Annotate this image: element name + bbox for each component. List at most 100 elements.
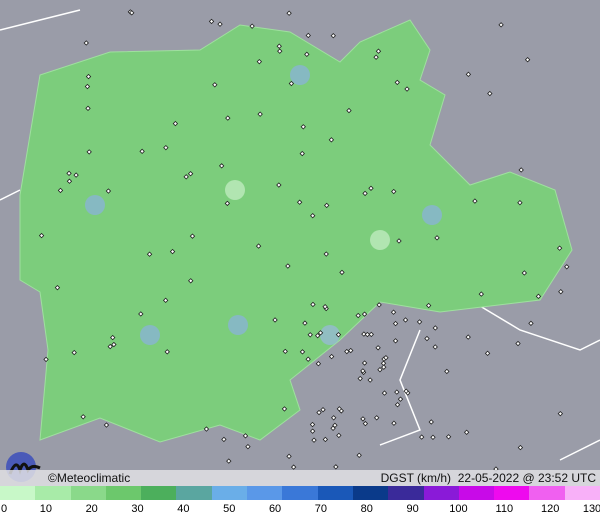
station-marker[interactable] [276, 182, 282, 188]
station-marker[interactable] [484, 350, 491, 357]
station-marker[interactable] [330, 415, 337, 421]
station-marker[interactable] [463, 429, 470, 435]
station-marker[interactable] [535, 293, 542, 300]
station-marker[interactable] [335, 331, 342, 338]
station-marker[interactable] [309, 421, 316, 428]
station-marker[interactable] [225, 115, 231, 121]
station-marker[interactable] [418, 434, 425, 440]
station-marker[interactable] [111, 341, 117, 348]
station-marker[interactable] [328, 137, 335, 143]
station-marker[interactable] [84, 83, 91, 90]
station-marker[interactable] [163, 144, 169, 151]
station-marker[interactable] [224, 200, 231, 207]
station-marker[interactable] [310, 213, 316, 219]
station-marker[interactable] [277, 48, 283, 54]
station-marker[interactable] [428, 419, 434, 425]
station-marker[interactable] [71, 349, 77, 356]
station-marker[interactable] [373, 54, 379, 60]
station-marker[interactable] [361, 311, 368, 317]
station-marker[interactable] [444, 368, 450, 375]
station-marker[interactable] [203, 426, 210, 432]
station-marker[interactable] [138, 311, 144, 317]
station-marker[interactable] [517, 200, 523, 206]
station-marker[interactable] [432, 344, 438, 350]
station-marker[interactable] [73, 172, 79, 178]
station-marker[interactable] [322, 304, 328, 310]
station-marker[interactable] [381, 364, 387, 370]
station-marker[interactable] [524, 57, 531, 63]
station-marker[interactable] [564, 264, 570, 270]
station-marker[interactable] [189, 233, 196, 239]
station-marker[interactable] [521, 270, 528, 276]
station-marker[interactable] [38, 232, 45, 239]
station-marker[interactable] [361, 331, 367, 337]
station-marker[interactable] [374, 415, 380, 421]
station-marker[interactable] [392, 338, 399, 344]
station-marker[interactable] [276, 43, 282, 49]
station-marker[interactable] [288, 80, 295, 87]
station-marker[interactable] [517, 444, 524, 451]
station-marker[interactable] [362, 420, 369, 427]
station-marker[interactable] [66, 170, 72, 177]
station-marker[interactable] [394, 79, 400, 86]
station-marker[interactable] [336, 432, 342, 439]
station-marker[interactable] [375, 48, 382, 54]
station-marker[interactable] [309, 428, 316, 434]
station-marker[interactable] [317, 330, 324, 336]
station-marker[interactable] [397, 396, 404, 402]
station-marker[interactable] [394, 402, 401, 408]
station-marker[interactable] [424, 335, 430, 342]
station-marker[interactable] [434, 235, 440, 241]
station-marker[interactable] [162, 297, 169, 304]
station-marker[interactable] [472, 198, 478, 204]
station-marker[interactable] [290, 464, 297, 470]
station-marker[interactable] [305, 32, 311, 39]
station-marker[interactable] [518, 167, 524, 173]
station-marker[interactable] [54, 284, 61, 291]
station-marker[interactable] [375, 345, 381, 351]
station-marker[interactable] [339, 269, 345, 276]
station-marker[interactable] [139, 148, 145, 155]
station-marker[interactable] [85, 73, 92, 80]
station-marker[interactable] [344, 348, 350, 355]
station-marker[interactable] [368, 331, 374, 338]
station-marker[interactable] [285, 263, 291, 269]
station-marker[interactable] [361, 360, 368, 366]
station-marker[interactable] [346, 107, 352, 114]
station-marker[interactable] [498, 22, 504, 28]
station-marker[interactable] [320, 407, 326, 413]
station-marker[interactable] [212, 82, 218, 88]
station-marker[interactable] [316, 409, 322, 416]
station-marker[interactable] [328, 353, 335, 360]
station-marker[interactable] [164, 349, 170, 355]
station-marker[interactable] [245, 443, 251, 450]
station-marker[interactable] [333, 464, 339, 470]
station-marker[interactable] [368, 185, 374, 191]
station-marker[interactable] [377, 367, 383, 373]
station-marker[interactable] [324, 202, 330, 209]
station-marker[interactable] [381, 390, 388, 396]
station-marker[interactable] [310, 301, 316, 308]
station-marker[interactable] [218, 163, 225, 169]
station-marker[interactable] [355, 312, 361, 319]
station-marker[interactable] [465, 334, 471, 340]
station-marker[interactable] [404, 86, 410, 92]
station-marker[interactable] [300, 124, 306, 130]
station-marker[interactable] [360, 368, 366, 374]
station-marker[interactable] [281, 406, 288, 412]
station-marker[interactable] [66, 178, 73, 184]
station-marker[interactable] [487, 90, 493, 97]
station-marker[interactable] [391, 188, 397, 195]
station-marker[interactable] [183, 174, 189, 180]
station-marker[interactable] [416, 319, 423, 325]
station-marker[interactable] [390, 309, 397, 315]
station-marker[interactable] [430, 434, 436, 440]
station-marker[interactable] [357, 375, 363, 382]
station-marker[interactable] [314, 332, 321, 339]
station-marker[interactable] [557, 410, 564, 417]
station-marker[interactable] [43, 356, 49, 363]
station-marker[interactable] [394, 389, 400, 395]
station-marker[interactable] [376, 302, 382, 308]
station-marker[interactable] [299, 349, 306, 355]
station-marker[interactable] [465, 71, 472, 78]
